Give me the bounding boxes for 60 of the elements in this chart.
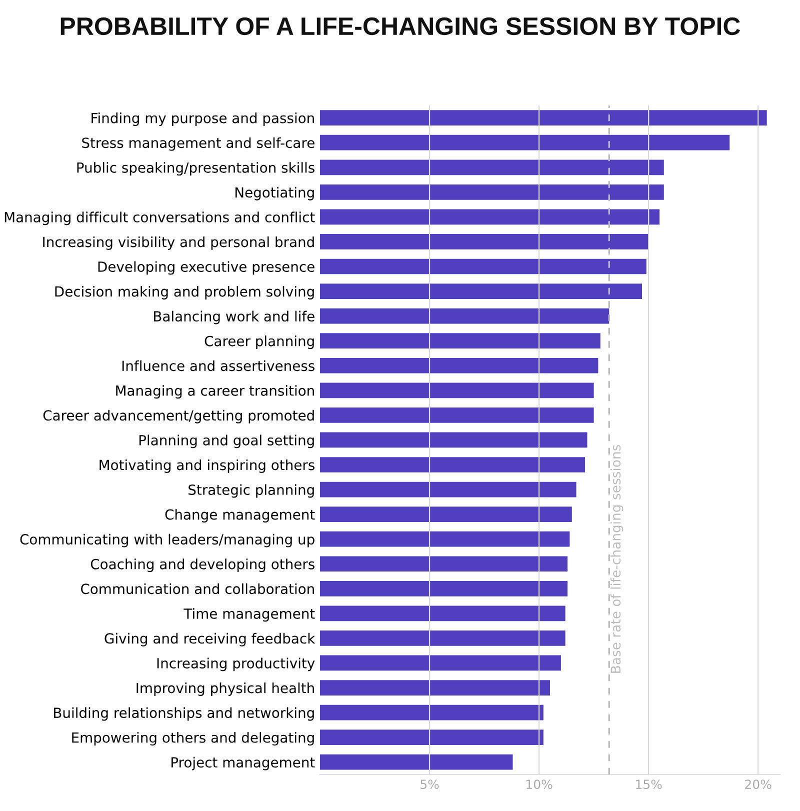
y-tick-label: Developing executive presence	[98, 261, 314, 275]
y-tick-label: Influence and assertiveness	[122, 360, 314, 372]
y-tick-label: Managing difficult conversations and conflict	[4, 212, 315, 226]
bar	[320, 432, 588, 448]
y-tick-label: Motivating and inspiring others	[100, 459, 314, 473]
y-tick-label: Finding my purpose and passion	[92, 112, 314, 126]
bar	[320, 358, 598, 374]
bar	[320, 606, 566, 622]
bar	[320, 556, 568, 572]
y-tick-label: Stress management and self-care	[82, 137, 314, 151]
bar	[320, 506, 572, 522]
y-tick-label: Balancing work and life	[154, 310, 314, 324]
bar	[320, 382, 594, 398]
bar	[320, 730, 544, 746]
y-tick-label: Change management	[165, 509, 315, 522]
y-tick-label: Increasing productivity	[157, 658, 315, 672]
y-tick-label: Project management	[172, 756, 315, 770]
y-tick-label: Managing a career transition	[116, 385, 314, 399]
bar	[320, 531, 570, 547]
y-tick-label: Increasing visibility and personal brand	[43, 236, 314, 250]
bar	[320, 704, 544, 720]
chart-title: PROBABILITY OF A LIFE-CHANGING SESSION BY TOPIC	[60, 17, 740, 36]
y-tick-label: Career planning	[204, 336, 314, 350]
y-tick-label: Giving and receiving feedback	[104, 632, 316, 646]
y-tick-label: Empowering others and delegating	[72, 732, 314, 746]
y-tick-label: Building relationships and networking	[54, 707, 314, 721]
y-tick-label: Decision making and problem solving	[55, 286, 314, 300]
bar	[320, 284, 642, 299]
bar	[320, 184, 664, 200]
y-tick-label: Time management	[184, 608, 315, 622]
y-tick-label: Negotiating	[236, 186, 314, 200]
bar	[320, 134, 730, 150]
x-tick-label: 5%	[420, 780, 439, 790]
bar	[320, 754, 513, 770]
x-tick-label: 20%	[745, 780, 772, 790]
bar	[320, 110, 767, 126]
bar	[320, 234, 649, 250]
bar	[320, 655, 561, 671]
x-tick-label: 10%	[526, 780, 552, 790]
bar	[320, 680, 550, 696]
bar	[320, 630, 566, 646]
y-tick-label: Career advancement/getting promoted	[43, 410, 314, 424]
y-tick-label: Communicating with leaders/managing up	[20, 534, 314, 548]
bar	[320, 308, 610, 324]
y-tick-label: Public speaking/presentation skills	[77, 162, 314, 176]
bar	[320, 333, 600, 349]
y-tick-label: Strategic planning	[188, 484, 314, 498]
y-tick-label: Communication and collaboration	[80, 583, 314, 594]
bar	[320, 408, 594, 423]
x-tick-label: 15%	[636, 780, 662, 790]
bar	[320, 457, 586, 472]
ref-line-label: Base rate of life-changing sessions	[610, 444, 624, 673]
bar	[320, 580, 568, 596]
bar	[320, 160, 664, 176]
bar	[320, 482, 576, 498]
bar	[320, 209, 660, 225]
y-tick-label: Coaching and developing others	[90, 558, 314, 572]
bar	[320, 258, 646, 274]
y-tick-label: Improving physical health	[136, 682, 314, 696]
y-tick-label: Planning and goal setting	[139, 434, 314, 448]
